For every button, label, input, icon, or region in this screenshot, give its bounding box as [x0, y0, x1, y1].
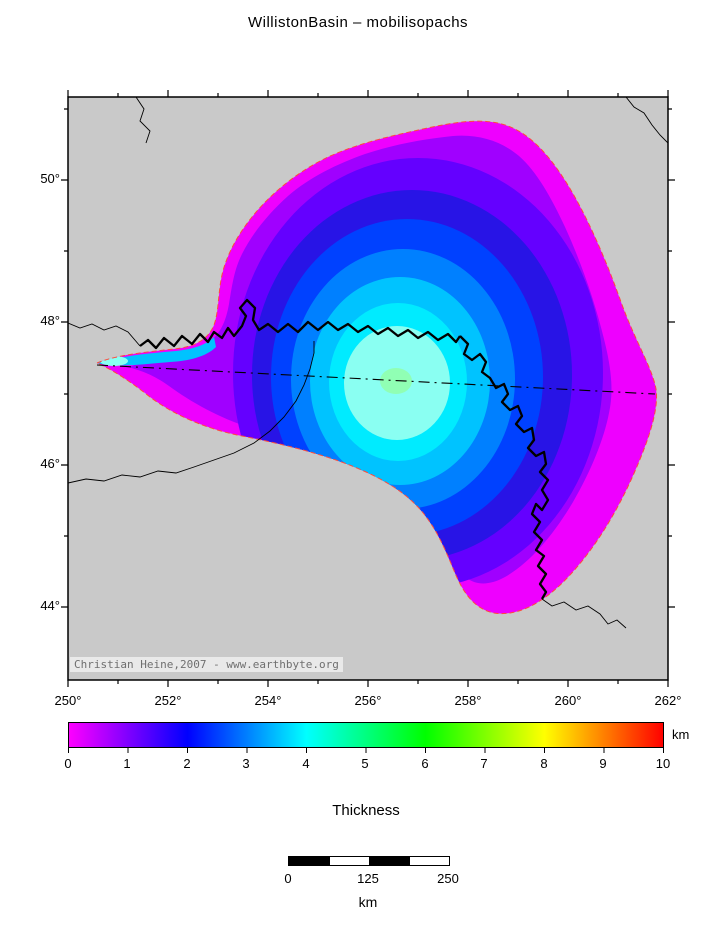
basin-outline: [95, 120, 658, 615]
colorbar-tick-label-3: 3: [242, 756, 250, 771]
colorbar-tick-label-8: 8: [540, 756, 548, 771]
colorbar: [68, 722, 664, 753]
colorbar-tick-label-5: 5: [361, 756, 369, 771]
colorbar-ticks: [68, 748, 664, 753]
isopach-west-tongue: [97, 337, 216, 366]
x-axis-label-250: 250°: [54, 693, 82, 708]
watermark: Christian Heine,2007 - www.earthbyte.org: [70, 657, 343, 672]
y-axis-label-46: 46°: [40, 456, 60, 471]
x-axis-label-262: 262°: [654, 693, 682, 708]
y-axis-label-48: 48°: [40, 313, 60, 328]
y-axis-label-50: 50°: [40, 171, 60, 186]
river-thin-lines: [68, 97, 668, 629]
x-axis-label-260: 260°: [554, 693, 582, 708]
x-axis-label-254: 254°: [254, 693, 282, 708]
scale-bar-label-250: 250: [437, 871, 459, 886]
scale-bar-segment-1: [289, 857, 329, 865]
y-axis-label-44: 44°: [40, 598, 60, 613]
x-axis-label-258: 258°: [454, 693, 482, 708]
scale-bar-label-0: 0: [284, 871, 292, 886]
colorbar-unit-label: km: [672, 727, 690, 742]
scale-bar-segment-3: [369, 857, 409, 865]
scale-bar-label-125: 125: [357, 871, 379, 886]
x-axis-label-256: 256°: [354, 693, 382, 708]
river-main-south: [459, 335, 550, 600]
profile-line: [96, 364, 656, 395]
colorbar-tick-label-9: 9: [599, 756, 607, 771]
colorbar-tick-label-2: 2: [183, 756, 191, 771]
colorbar-tick-label-6: 6: [421, 756, 429, 771]
colorbar-tick-label-0: 0: [64, 756, 72, 771]
colorbar-tick-label-7: 7: [480, 756, 488, 771]
scale-bar-segment-4: [409, 857, 449, 865]
colorbar-tick-label-10: 10: [655, 756, 671, 771]
colorbar-tick-label-1: 1: [123, 756, 131, 771]
axis-ticks-minor: [64, 93, 672, 684]
figure-title: WillistonBasin – mobilisopachs: [247, 14, 469, 31]
scale-bar-unit-label: km: [358, 894, 378, 910]
scale-bar-segment-2: [329, 857, 369, 865]
scale-bar: [288, 856, 450, 866]
colorbar-tick-label-4: 4: [302, 756, 310, 771]
axis-ticks-major: [61, 90, 675, 687]
map-canvas: [61, 90, 675, 687]
colorbar-title: Thickness: [332, 802, 400, 819]
x-axis-label-252: 252°: [154, 693, 182, 708]
river-main-west: [139, 298, 461, 350]
colorbar-gradient: [68, 722, 664, 748]
